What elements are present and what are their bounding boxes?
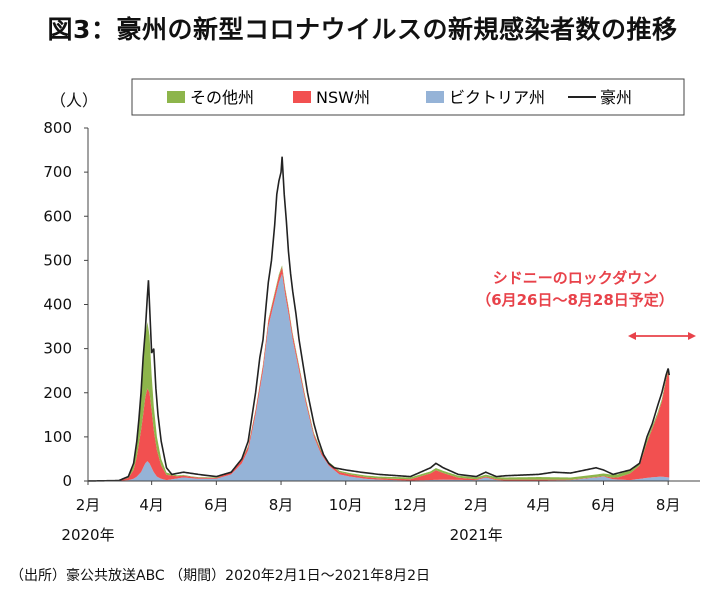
x-tick-label: 4月 — [527, 496, 552, 514]
annotation-line2: （6月26日～8月28日予定） — [476, 291, 674, 309]
x-tick-label: 8月 — [656, 496, 681, 514]
x-tick-label: 2月 — [464, 496, 489, 514]
legend-swatch-other — [167, 91, 185, 103]
y-tick-label: 100 — [43, 428, 72, 446]
x-tick-label: 2月 — [76, 496, 101, 514]
legend-swatch-nsw — [293, 91, 311, 103]
legend: その他州 NSW州 ビクトリア州 豪州 — [131, 78, 685, 116]
legend-swatch-vic — [426, 91, 444, 103]
x-tick-label: 4月 — [139, 496, 164, 514]
y-tick-label: 300 — [43, 340, 72, 358]
legend-label-nsw: NSW州 — [316, 88, 370, 107]
x-year-label: 2021年 — [450, 526, 503, 544]
y-axis-ticks: 0 100 200 300 400 500 600 700 800 — [43, 119, 88, 490]
y-tick-label: 200 — [43, 384, 72, 402]
legend-label-vic: ビクトリア州 — [449, 88, 545, 107]
stacked-areas — [88, 265, 670, 481]
x-tick-label: 6月 — [204, 496, 229, 514]
y-axis-unit: （人） — [50, 91, 98, 110]
y-tick-label: 800 — [43, 119, 72, 137]
chart-title: 図3：豪州の新型コロナウイルスの新規感染者数の推移 — [47, 15, 678, 44]
y-tick-label: 700 — [43, 163, 72, 181]
covid-cases-chart: （人） その他州 NSW州 ビクトリア州 豪州 0 100 200 300 400 500… — [43, 78, 700, 544]
x-tick-label: 6月 — [591, 496, 616, 514]
y-tick-label: 0 — [62, 472, 72, 490]
total-line — [87, 156, 671, 482]
legend-label-aus: 豪州 — [600, 88, 632, 107]
axes — [87, 128, 700, 482]
y-tick-label: 600 — [43, 207, 72, 225]
x-tick-label: 8月 — [269, 496, 294, 514]
line-series-total — [87, 156, 671, 482]
x-year-label: 2020年 — [61, 526, 114, 544]
area-series-1 — [88, 267, 670, 481]
legend-label-other: その他州 — [190, 88, 254, 107]
annotation-line1: シドニーのロックダウン — [493, 269, 657, 287]
source-note: （出所）豪公共放送ABC （期間）2020年2月1日～2021年8月2日 — [10, 568, 431, 584]
x-tick-label: 12月 — [393, 496, 427, 514]
y-tick-label: 500 — [43, 251, 72, 269]
x-axis-ticks: 2月 4月 6月 8月 10月 12月 2月 4月 6月 8月 2020年 2021年 — [61, 481, 680, 544]
y-tick-label: 400 — [43, 296, 72, 314]
x-tick-label: 10月 — [329, 496, 363, 514]
